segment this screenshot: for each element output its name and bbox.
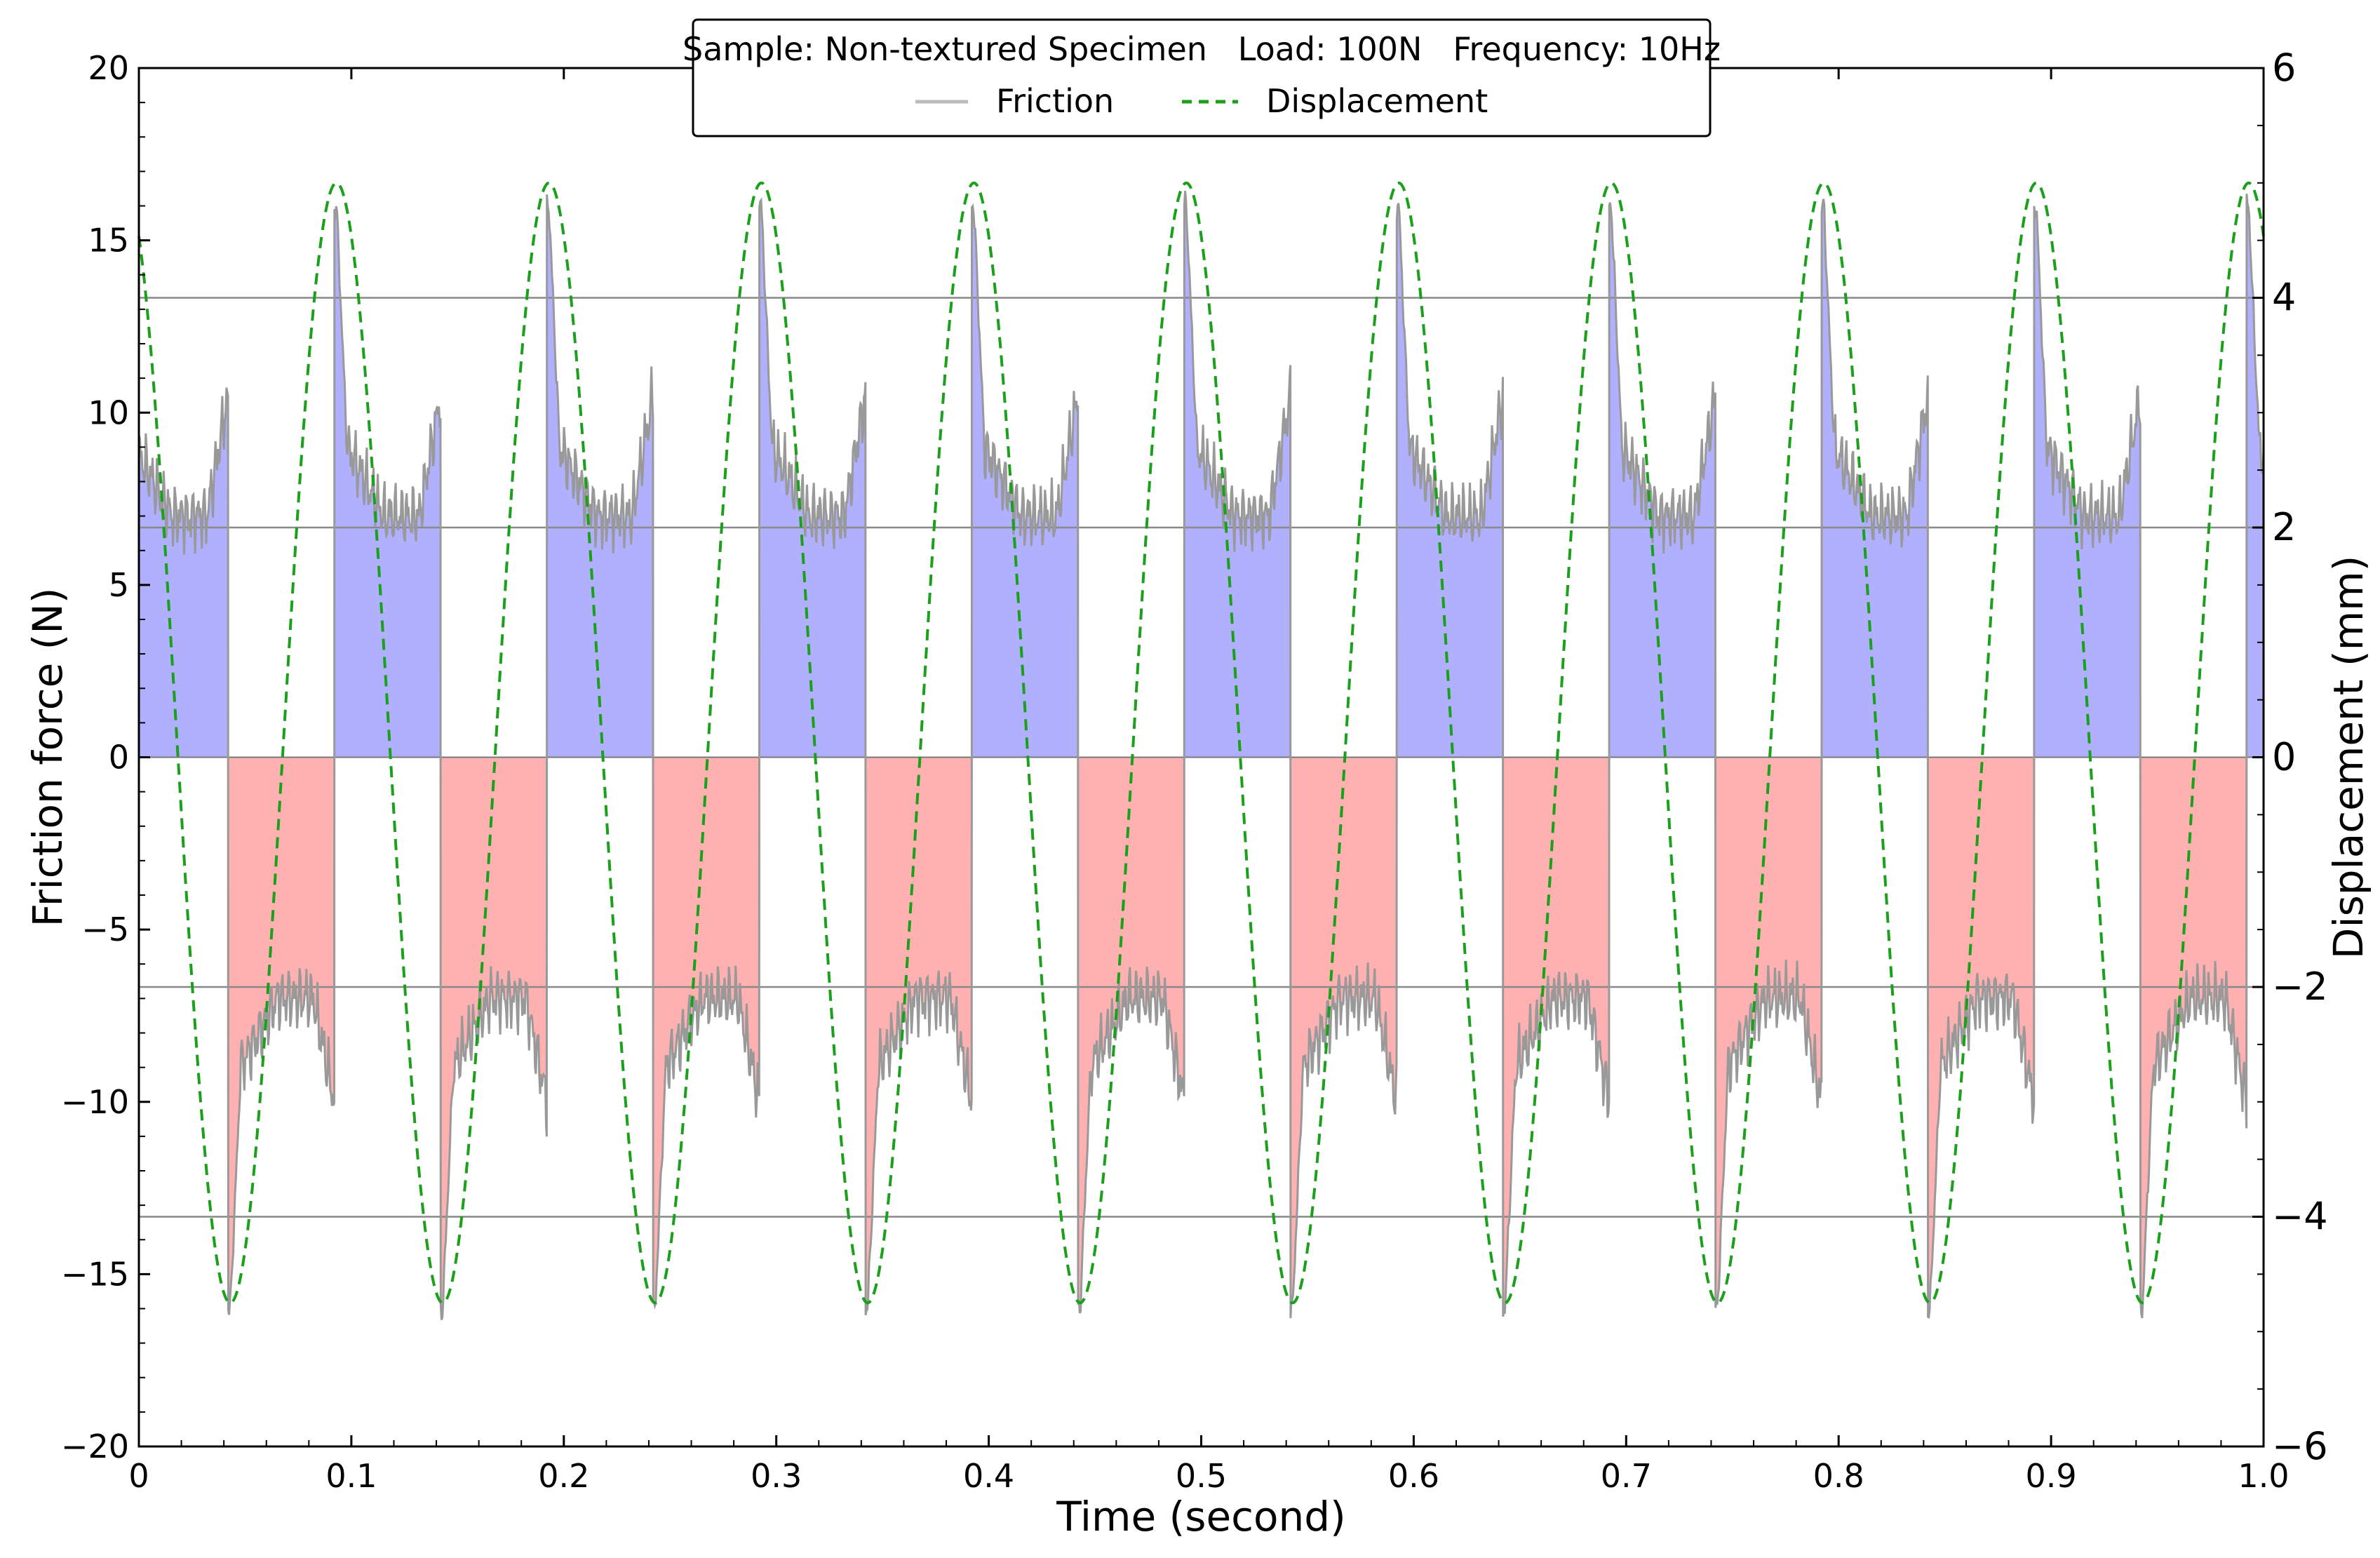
y-tick-label: −15	[61, 1255, 129, 1293]
friction-line-segment	[1608, 202, 1716, 758]
y-tick-label: 5	[109, 566, 129, 604]
friction-line-segment	[1820, 199, 1929, 758]
x-tick-label: 0.1	[325, 1457, 377, 1495]
legend-box	[692, 18, 1712, 137]
y2-tick-label: 2	[2272, 505, 2296, 549]
y-tick-label: −5	[81, 911, 129, 948]
friction-line-segment	[2139, 757, 2248, 1319]
reference-lines	[139, 297, 2264, 1218]
friction-negative-fill	[1290, 757, 1397, 1319]
legend-title: Sample: Non-textured Specimen Load: 100N…	[683, 30, 1721, 68]
friction-series	[137, 190, 2265, 1320]
x-tick-label: 0.3	[751, 1457, 802, 1495]
y2-tick-label: 4	[2272, 276, 2296, 320]
friction-line-segment	[1502, 757, 1611, 1317]
x-tick-labels: 0 0.1 0.2 0.3 0.4 0.5 0.6 0.7 0.8 0.9 1.0	[128, 1457, 2289, 1495]
x-tick-label: 0.7	[1601, 1457, 1652, 1495]
friction-positive-fill	[1184, 191, 1291, 758]
x-axis-title: Time (second)	[1056, 1493, 1346, 1540]
friction-line-segment	[1395, 203, 1505, 758]
friction-positive-fill	[1609, 202, 1716, 758]
y2-tick-label: −2	[2272, 965, 2328, 1009]
x-tick-label: 0.9	[2026, 1457, 2077, 1495]
friction-line-segment	[333, 206, 442, 758]
axis-ticks	[137, 67, 2265, 1448]
friction-line-segment	[1289, 757, 1398, 1319]
friction-line-segment	[1183, 190, 1292, 758]
friction-line-segment	[1077, 757, 1185, 1314]
y-tick-label: −10	[61, 1083, 129, 1121]
y2-tick-label: −6	[2272, 1424, 2328, 1468]
y-tick-label: 0	[109, 739, 129, 777]
friction-positive-fill	[2246, 194, 2264, 758]
friction-line-segment	[546, 194, 654, 758]
friction-negative-fill	[1715, 757, 1822, 1308]
friction-positive-fill	[972, 206, 1078, 758]
friction-line-segment	[864, 757, 973, 1315]
friction-negative-fill	[1928, 757, 2034, 1317]
y-tick-label: 20	[88, 49, 129, 87]
friction-positive-fill	[334, 206, 441, 758]
x-tick-label: 0.6	[1388, 1457, 1439, 1495]
friction-line-segment	[227, 757, 336, 1315]
x-tick-label: 1.0	[2238, 1457, 2289, 1495]
y2-tick-label: −4	[2272, 1195, 2328, 1239]
y-tick-label: 15	[88, 222, 129, 260]
friction-positive-fill	[1822, 199, 1928, 758]
y2-tick-labels: 6 4 2 0 −2 −4 −6	[2272, 46, 2328, 1468]
x-tick-label: 0	[128, 1457, 149, 1495]
friction-line-segment	[137, 387, 229, 758]
y-tick-label: 10	[88, 394, 129, 431]
y2-tick-label: 0	[2272, 735, 2296, 779]
y2-tick-label: 6	[2272, 46, 2296, 90]
friction-positive-fill	[139, 387, 229, 758]
friction-line-segment	[1714, 757, 1823, 1308]
friction-positive-fill	[759, 200, 866, 758]
y-tick-labels: 20 15 10 5 0 −5 −10 −15 −20	[61, 49, 129, 1465]
y-axis-title: Friction force (N)	[24, 588, 72, 927]
friction-line-segment	[2033, 206, 2142, 758]
y-tick-label: −20	[61, 1428, 129, 1465]
legend: Sample: Non-textured Specimen Load: 100N…	[683, 18, 1721, 137]
friction-positive-fill	[1397, 203, 1503, 758]
x-tick-label: 0.5	[1176, 1457, 1227, 1495]
y2-axis-title: Displacement (mm)	[2325, 556, 2372, 959]
friction-line-segment	[758, 197, 867, 758]
x-tick-label: 0.8	[1813, 1457, 1864, 1495]
friction-positive-fill	[546, 194, 653, 758]
friction-line-segment	[970, 203, 1080, 758]
displacement-series	[137, 181, 2265, 1305]
friction-fill-areas	[139, 191, 2264, 1320]
friction-negative-fill	[1077, 757, 1185, 1313]
friction-line-segment	[439, 757, 549, 1320]
friction-negative-fill	[228, 757, 335, 1315]
friction-negative-fill	[653, 757, 760, 1306]
friction-line-segment	[652, 757, 760, 1310]
friction-negative-fill	[441, 757, 547, 1320]
x-tick-label: 0.2	[538, 1457, 589, 1495]
legend-label-friction: Friction	[996, 82, 1114, 120]
friction-negative-fill	[1502, 757, 1610, 1317]
displacement-line	[137, 181, 2265, 1305]
x-tick-label: 0.4	[963, 1457, 1014, 1495]
friction-negative-fill	[2140, 757, 2247, 1318]
legend-label-displacement: Displacement	[1266, 82, 1488, 120]
friction-negative-fill	[865, 757, 972, 1315]
friction-positive-fill	[2033, 206, 2141, 758]
friction-line-segment	[2245, 194, 2265, 758]
friction-line-segment	[1926, 757, 2036, 1319]
